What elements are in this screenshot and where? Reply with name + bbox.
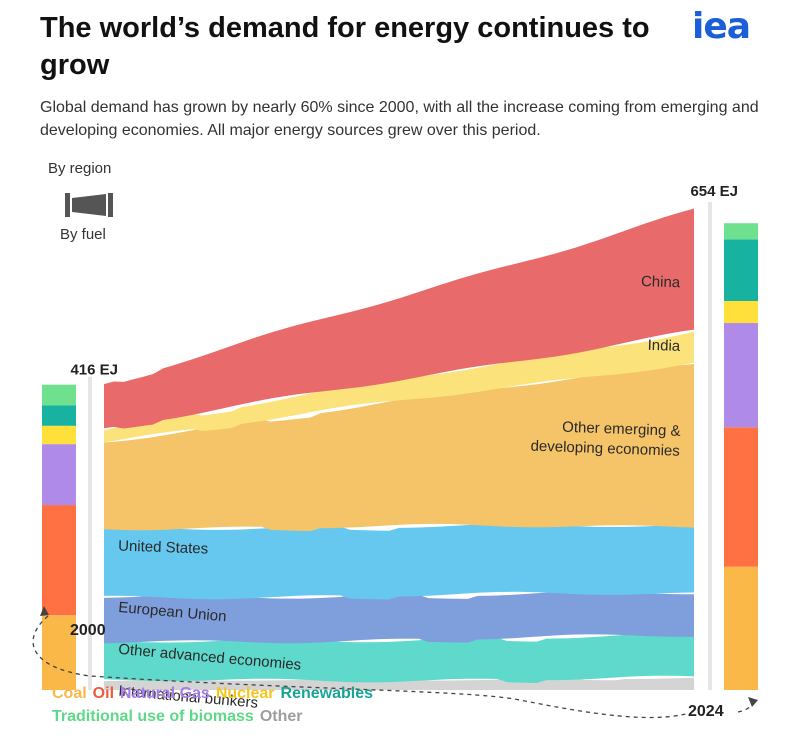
region-label-united-states: United States — [118, 537, 209, 557]
right-divider — [708, 202, 712, 690]
area-india — [104, 331, 694, 443]
chart-subtitle: Global demand has grown by nearly 60% si… — [40, 99, 759, 139]
end-year-label: 2024 — [688, 703, 724, 720]
right-bar-segment-oil — [724, 427, 758, 567]
left-bar-segment-coal — [42, 615, 76, 690]
area-other-advanced-economies — [104, 633, 694, 683]
start-year-label: 2000 — [70, 622, 106, 639]
legend-item-renewables: Renewables — [280, 685, 374, 702]
toggle-switch-icon[interactable] — [62, 190, 122, 224]
left-divider — [88, 376, 92, 690]
iea-logo: iea — [692, 6, 751, 47]
toggle-by-region-label[interactable]: By region — [48, 160, 112, 177]
left-bar-segment-renewables — [42, 405, 76, 426]
region-label-china: China — [641, 273, 681, 291]
right-bar-segment-coal — [724, 566, 758, 690]
area-international-bunkers — [104, 677, 694, 690]
legend-item-other: Other — [259, 708, 303, 725]
region-label-india: India — [647, 337, 681, 355]
region-label-other-emerging-developing-economies: Other emerging &developing economies — [530, 418, 680, 460]
chart-title: The world’s demand for energy continues … — [40, 12, 650, 81]
right-bar-segment-nuclear — [724, 301, 758, 324]
area-other-emerging-developing-economies — [104, 363, 694, 532]
legend: Coal Oil Natural Gas Nuclear Renewables Tradi… — [52, 682, 552, 728]
connector-arrow-tail — [737, 700, 754, 713]
connector-arrow — [32, 615, 687, 719]
right-bar-segment-natural-gas — [724, 323, 758, 428]
end-total-label: 654 EJ — [690, 183, 738, 200]
start-total-label: 416 EJ — [70, 362, 118, 379]
left-bar-segment-traditional-use-of-biomass — [42, 384, 76, 406]
legend-item-coal: Coal — [52, 685, 87, 702]
legend-item-natural-gas: Natural Gas — [120, 685, 210, 702]
right-bar-segment-traditional-use-of-biomass — [724, 223, 758, 240]
left-bar-segment-natural-gas — [42, 444, 76, 506]
legend-item-traditional-use-of-biomass: Traditional use of biomass — [52, 708, 254, 725]
legend-item-nuclear: Nuclear — [215, 685, 275, 702]
legend-item-oil: Oil — [92, 685, 115, 702]
area-china — [104, 208, 694, 429]
right-bar-segment-renewables — [724, 239, 758, 302]
toggle-by-fuel-label[interactable]: By fuel — [60, 226, 106, 243]
left-bar-segment-oil — [42, 505, 76, 616]
area-european-union — [104, 591, 694, 644]
left-bar-segment-nuclear — [42, 425, 76, 445]
connector-arrowhead-start — [40, 606, 49, 616]
area-united-states — [104, 523, 694, 600]
